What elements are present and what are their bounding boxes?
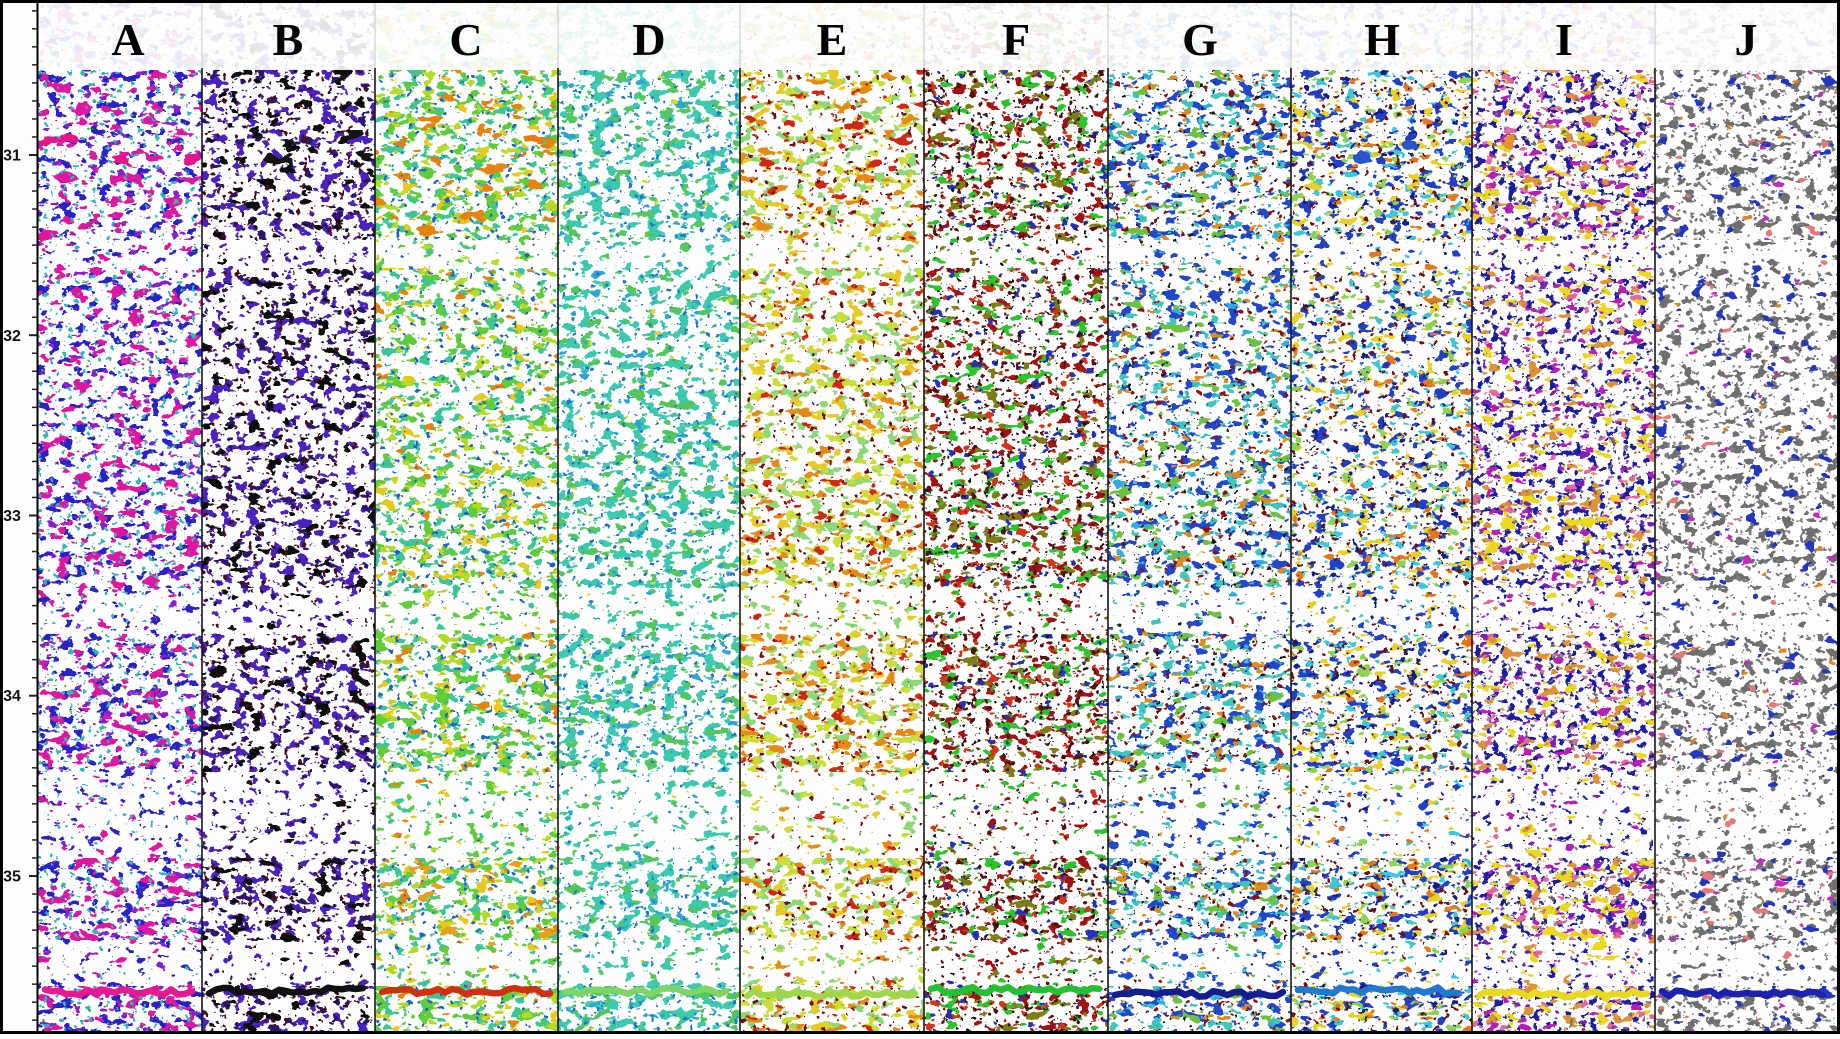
- svg-text:35: 35: [3, 869, 21, 886]
- svg-text:A: A: [111, 14, 144, 65]
- svg-text:I: I: [1555, 14, 1573, 65]
- svg-text:B: B: [273, 14, 304, 65]
- svg-text:31: 31: [3, 148, 21, 165]
- svg-text:32: 32: [3, 328, 21, 345]
- svg-text:G: G: [1182, 14, 1218, 65]
- svg-text:H: H: [1364, 14, 1400, 65]
- svg-text:E: E: [817, 14, 848, 65]
- svg-text:33: 33: [3, 508, 21, 525]
- svg-text:C: C: [449, 14, 482, 65]
- svg-text:D: D: [632, 14, 665, 65]
- svg-text:J: J: [1735, 14, 1758, 65]
- svg-text:F: F: [1002, 14, 1030, 65]
- svg-text:34: 34: [3, 688, 21, 705]
